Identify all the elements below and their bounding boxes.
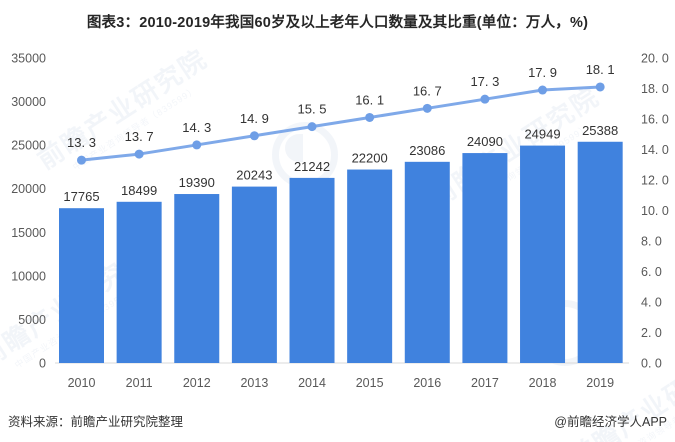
- left-axis-tick: 25000: [11, 139, 46, 153]
- line-marker-2018: [538, 85, 548, 95]
- line-value-label: 16. 1: [355, 92, 384, 107]
- right-axis-tick: 6. 0: [641, 265, 662, 279]
- bar-2018: [520, 145, 566, 363]
- line-value-label: 15. 5: [298, 102, 327, 117]
- bar-value-label: 24949: [524, 127, 560, 142]
- line-marker-2016: [422, 103, 432, 113]
- bar-2019: [577, 141, 623, 363]
- bar-value-label: 23086: [409, 143, 445, 158]
- line-value-label: 14. 9: [240, 111, 269, 126]
- footer: 资料来源：前瞻产业研究院整理 @前瞻经济学人APP: [8, 411, 667, 430]
- x-axis-label: 2011: [126, 376, 153, 390]
- left-axis-tick: 0: [39, 357, 46, 371]
- right-axis-tick: 0. 0: [641, 357, 662, 371]
- x-axis-label: 2014: [298, 376, 326, 390]
- line-value-label: 18. 1: [586, 62, 615, 77]
- left-axis-tick: 30000: [11, 95, 46, 109]
- line-marker-2011: [134, 149, 144, 159]
- x-axis-label: 2010: [68, 376, 96, 390]
- bar-2013: [231, 186, 277, 363]
- bar-2017: [462, 153, 508, 363]
- bar-2011: [116, 201, 162, 363]
- line-value-label: 17. 3: [470, 74, 499, 89]
- x-axis-label: 2012: [183, 376, 211, 390]
- left-axis-tick: 5000: [18, 313, 46, 327]
- x-axis-label: 2018: [529, 376, 557, 390]
- right-axis-tick: 16. 0: [641, 113, 669, 127]
- right-axis-tick: 12. 0: [641, 174, 669, 188]
- bar-value-label: 21242: [294, 159, 330, 174]
- bar-value-label: 22200: [352, 151, 388, 166]
- left-axis-tick: 35000: [11, 52, 46, 66]
- left-axis-tick: 20000: [11, 182, 46, 196]
- bar-value-label: 25388: [582, 123, 618, 138]
- x-axis-label: 2015: [356, 376, 384, 390]
- bar-2010: [59, 208, 104, 363]
- bar-2015: [347, 169, 393, 363]
- right-axis-tick: 8. 0: [641, 235, 662, 249]
- bar-value-label: 24090: [467, 134, 503, 149]
- source-note: 资料来源：前瞻产业研究院整理: [8, 415, 184, 429]
- line-marker-2019: [595, 82, 605, 92]
- line-value-label: 16. 7: [413, 83, 442, 98]
- percentage-line: [80, 85, 602, 162]
- bar-2012: [174, 194, 220, 363]
- x-axis-label: 2017: [471, 376, 499, 390]
- bar-value-label: 18499: [121, 183, 157, 198]
- x-axis-label: 2013: [240, 376, 268, 390]
- line-value-label: 13. 3: [67, 135, 96, 150]
- left-axis-tick: 10000: [11, 269, 46, 283]
- right-axis-tick: 20. 0: [641, 52, 669, 66]
- credit-note: @前瞻经济学人APP: [554, 415, 667, 429]
- bar-2016: [404, 161, 450, 363]
- line-value-label: 13. 7: [125, 129, 154, 144]
- right-axis-tick: 2. 0: [641, 326, 662, 340]
- right-axis-tick: 4. 0: [641, 296, 662, 310]
- bar-value-label: 17765: [63, 189, 99, 204]
- line-value-label: 17. 9: [528, 65, 557, 80]
- bar-value-label: 19390: [179, 175, 215, 190]
- left-axis-tick: 15000: [11, 226, 46, 240]
- right-axis-tick: 10. 0: [641, 204, 669, 218]
- x-axis-label: 2019: [586, 376, 614, 390]
- line-value-label: 14. 3: [182, 120, 211, 135]
- line-marker-2012: [192, 140, 202, 150]
- line-marker-2010: [77, 155, 86, 165]
- bar-value-label: 20243: [236, 168, 272, 183]
- line-marker-2015: [365, 112, 375, 122]
- line-marker-2017: [480, 94, 490, 104]
- bar-2014: [289, 177, 335, 363]
- x-axis-label: 2016: [413, 376, 441, 390]
- right-axis-tick: 18. 0: [641, 82, 669, 96]
- right-axis-tick: 14. 0: [641, 143, 669, 157]
- line-marker-2013: [249, 131, 259, 141]
- page-title: 图表3：2010-2019年我国60岁及以上老年人口数量及其比重(单位：万人，%…: [86, 15, 589, 31]
- line-marker-2014: [307, 122, 317, 132]
